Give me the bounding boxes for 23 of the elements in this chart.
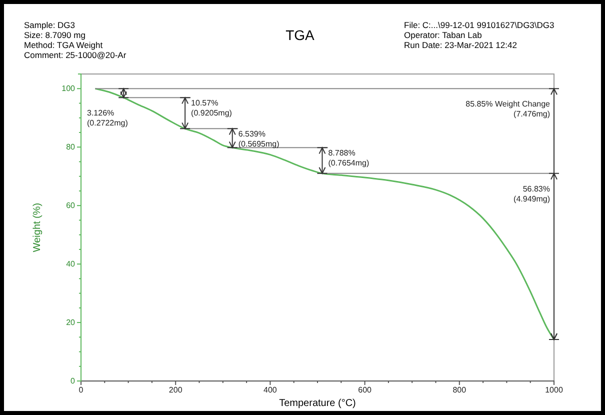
y-tick-label: 0 <box>70 376 76 386</box>
annotation: 85.85% Weight Change (7.476mg) <box>466 100 551 119</box>
x-tick-label: 0 <box>78 386 84 395</box>
chart-title: TGA <box>286 27 316 43</box>
x-tick-label: 1000 <box>545 386 564 395</box>
text: Sample: DG3 Size: 8.7090 mg Method: TGA Weight Comment: 25-1000@20-Ar <box>24 20 126 60</box>
y-axis-title: Weight (%) <box>32 202 43 252</box>
y-tick-label: 60 <box>66 201 76 210</box>
annotation: 6.539% (0.5695mg) <box>238 130 280 149</box>
annotation: 8.788% (0.7654mg) <box>328 148 370 168</box>
y-tick-label: 20 <box>66 318 76 328</box>
annotation: 56.83% (4.949mg) <box>514 184 550 204</box>
y-tick-label: 40 <box>66 260 76 269</box>
x-tick-label: 400 <box>264 386 278 395</box>
y-tick-label: 100 <box>62 84 76 94</box>
x-tick-label: 600 <box>358 386 372 395</box>
annotation: 3.126% (0.2722mg) <box>87 108 128 128</box>
y-tick-label: 80 <box>66 142 76 152</box>
annotation: 10.57% (0.9205mg) <box>191 98 232 118</box>
x-tick-label: 800 <box>452 386 467 395</box>
x-axis-title: Temperature (°C) <box>279 398 356 409</box>
x-tick-label: 200 <box>168 386 183 395</box>
text: File: C:...\99-12-01 99101627\DG3\DG3 Operator: Taban Lab Run Date: 23-Mar-2021 12:42 <box>404 20 555 50</box>
